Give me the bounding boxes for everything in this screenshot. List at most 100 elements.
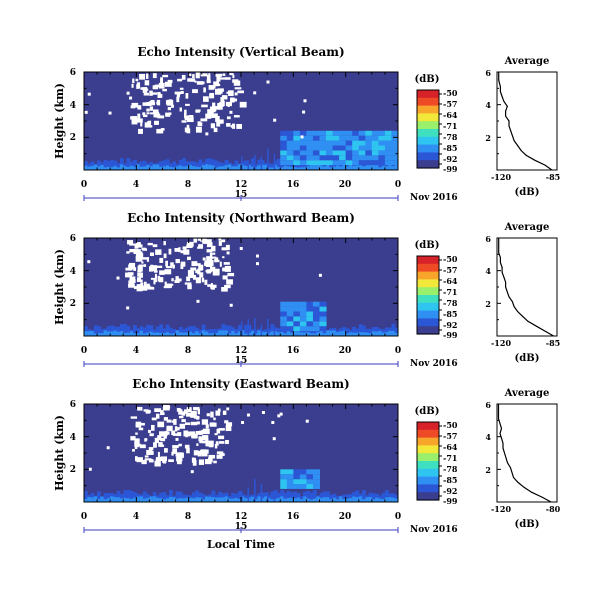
heatmap-cell xyxy=(384,332,389,336)
no-data-cell xyxy=(219,453,225,456)
no-data-cell xyxy=(176,456,183,462)
profile-point xyxy=(504,452,505,454)
colorbar-gradient xyxy=(416,89,442,169)
no-data-cell xyxy=(181,120,187,123)
colorbar-tick: -85 xyxy=(443,475,457,485)
no-data-cell xyxy=(160,77,164,84)
heatmap-cell xyxy=(133,492,137,502)
no-data-cell xyxy=(272,437,276,441)
heatmap-cell xyxy=(286,135,294,141)
profile-point xyxy=(534,159,536,161)
no-data-cell xyxy=(192,274,197,280)
no-data-cell xyxy=(129,96,133,100)
heatmap-cell xyxy=(227,333,232,336)
no-data-cell xyxy=(216,121,221,127)
no-data-cell xyxy=(300,135,304,139)
no-data-cell xyxy=(214,83,221,87)
heatmap-cell xyxy=(306,498,311,502)
heatmap-cell xyxy=(296,163,301,170)
no-data-cell xyxy=(125,267,133,271)
heatmap-cell xyxy=(84,498,88,502)
no-data-cell xyxy=(205,449,209,454)
colorbar-swatch xyxy=(417,256,439,265)
no-data-cell xyxy=(206,269,211,274)
no-data-cell xyxy=(210,284,217,288)
no-data-cell xyxy=(129,276,136,281)
heatmap-cell xyxy=(188,326,193,336)
profile-point xyxy=(501,271,503,273)
heatmap-cell xyxy=(312,135,320,141)
heatmap-cell xyxy=(280,167,285,170)
heatmap-cell xyxy=(362,490,366,502)
heatmap-cell xyxy=(280,496,285,502)
heatmap-cell xyxy=(299,155,307,161)
heatmap-cell xyxy=(384,160,392,166)
heatmap-cell xyxy=(106,331,111,336)
no-data-cell xyxy=(318,273,322,277)
no-data-cell xyxy=(206,79,211,84)
heatmap-cell xyxy=(260,492,265,502)
heatmap-cell xyxy=(365,130,373,136)
heatmap-cell xyxy=(162,492,167,502)
colorbar-tick: -78 xyxy=(443,464,458,474)
heatmap-cell xyxy=(191,498,196,502)
no-data-cell xyxy=(130,116,137,120)
heatmap-cell xyxy=(195,331,199,336)
no-data-cell xyxy=(132,279,136,284)
heatmap-cell xyxy=(116,497,121,502)
no-data-cell xyxy=(144,458,152,461)
no-data-cell xyxy=(189,431,196,436)
heatmap-cell xyxy=(352,326,356,336)
heatmap-cell xyxy=(129,491,134,502)
heatmap-cell xyxy=(106,161,111,170)
heatmap-cell xyxy=(97,498,101,502)
colorbar-tick: -57 xyxy=(443,265,457,275)
heatmap-cell xyxy=(165,498,170,502)
heatmap-cell xyxy=(339,150,347,156)
no-data-cell xyxy=(162,88,167,92)
heatmap-cell xyxy=(247,319,250,336)
heatmap-cell xyxy=(237,498,242,502)
no-data-cell xyxy=(129,243,135,246)
colorbar-swatch xyxy=(417,121,439,130)
heatmap-cell xyxy=(345,160,350,170)
heatmap-cell xyxy=(188,497,193,502)
panel-eastward-beam: Echo Intensity (Eastward Beam) Height (k… xyxy=(53,377,458,551)
profile-point xyxy=(505,115,507,117)
no-data-cell xyxy=(302,110,306,114)
no-data-cell xyxy=(198,267,202,271)
heatmap-cell xyxy=(90,330,95,336)
heatmap-cell xyxy=(280,479,288,485)
heatmap-cell xyxy=(155,332,160,336)
no-data-cell xyxy=(175,453,182,457)
heatmap-cell xyxy=(286,479,294,485)
heatmap-cell xyxy=(113,330,118,336)
heatmap-cell xyxy=(169,496,173,502)
no-data-cell xyxy=(192,74,195,79)
profile-point xyxy=(498,411,499,413)
no-data-cell xyxy=(147,429,151,433)
no-data-cell xyxy=(190,470,194,474)
profile-point xyxy=(499,257,501,259)
heatmap-cell xyxy=(391,323,396,336)
heatmap-cell xyxy=(142,498,147,502)
colorbar-swatch xyxy=(417,129,439,138)
no-data-cell xyxy=(192,459,197,466)
no-data-cell xyxy=(144,455,149,458)
panel-vertical-beam: Echo Intensity (Vertical Beam) Height (k… xyxy=(53,45,458,203)
heatmap-cell xyxy=(348,332,353,336)
no-data-cell xyxy=(138,422,145,426)
profile-point xyxy=(544,330,546,332)
heatmap-cell xyxy=(326,150,334,156)
date-label: Nov 2016 xyxy=(410,525,458,535)
heatmap-cell xyxy=(319,316,327,322)
heatmap-cell xyxy=(280,331,285,336)
heatmap-cell xyxy=(267,498,271,502)
heatmap-cell xyxy=(90,165,95,170)
no-data-cell xyxy=(145,409,151,414)
heatmap-cell xyxy=(378,135,386,141)
heatmap-cell xyxy=(355,332,360,336)
heatmap-cell xyxy=(191,492,196,502)
profile-point xyxy=(508,125,510,127)
no-data-cell xyxy=(234,92,238,96)
